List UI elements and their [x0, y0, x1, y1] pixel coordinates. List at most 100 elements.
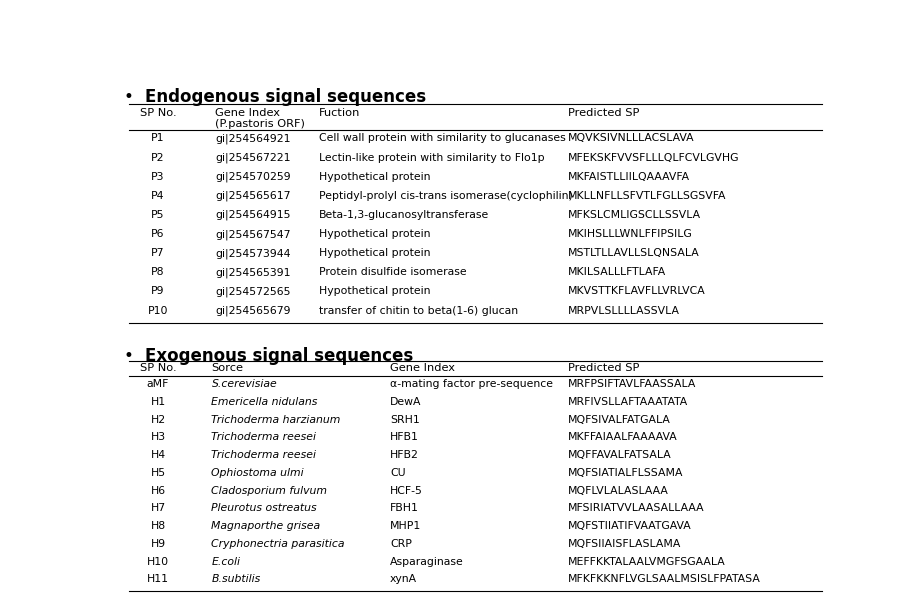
Text: MRPVLSLLLLASSVLA: MRPVLSLLLLASSVLA [568, 305, 681, 316]
Text: Hypothetical protein: Hypothetical protein [319, 248, 430, 258]
Text: MKFFAIAALFAAAAVA: MKFFAIAALFAAAAVA [568, 433, 678, 442]
Text: gi|254567547: gi|254567547 [216, 229, 290, 239]
Text: MKILSALLLFTLAFA: MKILSALLLFTLAFA [568, 267, 667, 278]
Text: MEFFKKTALAALVMGFSGAALA: MEFFKKTALAALVMGFSGAALA [568, 556, 726, 567]
Text: H1: H1 [150, 397, 166, 407]
Text: MKFAISTLLIILQAAAVFA: MKFAISTLLIILQAAAVFA [568, 171, 691, 182]
Text: H8: H8 [150, 521, 166, 531]
Text: Cladosporium fulvum: Cladosporium fulvum [212, 485, 328, 496]
Text: MHP1: MHP1 [390, 521, 421, 531]
Text: Gene Index
(P.pastoris ORF): Gene Index (P.pastoris ORF) [216, 108, 305, 129]
Text: H9: H9 [150, 539, 166, 549]
Text: FBH1: FBH1 [390, 504, 419, 513]
Text: P2: P2 [151, 153, 165, 162]
Text: HCF-5: HCF-5 [390, 485, 423, 496]
Text: H10: H10 [146, 556, 169, 567]
Text: P5: P5 [151, 210, 165, 220]
Text: MQFSIATIALFLSSAMA: MQFSIATIALFLSSAMA [568, 468, 684, 478]
Text: CU: CU [390, 468, 405, 478]
Text: P1: P1 [151, 133, 165, 144]
Text: Peptidyl-prolyl cis-trans isomerase(cyclophilin): Peptidyl-prolyl cis-trans isomerase(cycl… [319, 191, 572, 201]
Text: H4: H4 [150, 450, 166, 460]
Text: MQFFAVALFATSALA: MQFFAVALFATSALA [568, 450, 672, 460]
Text: B.subtilis: B.subtilis [212, 574, 261, 584]
Text: Hypothetical protein: Hypothetical protein [319, 229, 430, 239]
Text: P8: P8 [151, 267, 165, 278]
Text: MKIHSLLLWNLFFIPSILG: MKIHSLLLWNLFFIPSILG [568, 229, 694, 239]
Text: Magnaporthe grisea: Magnaporthe grisea [212, 521, 321, 531]
Text: gi|254564921: gi|254564921 [216, 133, 290, 144]
Text: Cryphonectria parasitica: Cryphonectria parasitica [212, 539, 345, 549]
Text: Trichoderma reesei: Trichoderma reesei [212, 450, 317, 460]
Text: P3: P3 [151, 171, 165, 182]
Text: H5: H5 [150, 468, 166, 478]
Text: transfer of chitin to beta(1-6) glucan: transfer of chitin to beta(1-6) glucan [319, 305, 518, 316]
Text: xynA: xynA [390, 574, 417, 584]
Text: gi|254573944: gi|254573944 [216, 248, 290, 259]
Text: HFB2: HFB2 [390, 450, 419, 460]
Text: aMF: aMF [146, 379, 169, 389]
Text: Pleurotus ostreatus: Pleurotus ostreatus [212, 504, 317, 513]
Text: MQFSTIIATIFVAATGAVA: MQFSTIIATIFVAATGAVA [568, 521, 692, 531]
Text: SP No.: SP No. [140, 364, 176, 373]
Text: MFKFKKNFLVGLSAALMSISLFPATASA: MFKFKKNFLVGLSAALMSISLFPATASA [568, 574, 762, 584]
Text: gi|254564915: gi|254564915 [216, 210, 290, 221]
Text: Hypothetical protein: Hypothetical protein [319, 287, 430, 296]
Text: MQFSIIAISFLASLAMA: MQFSIIAISFLASLAMA [568, 539, 682, 549]
Text: CRP: CRP [390, 539, 412, 549]
Text: MKLLNFLLSFVTLFGLLSGSVFA: MKLLNFLLSFVTLFGLLSGSVFA [568, 191, 727, 201]
Text: Asparaginase: Asparaginase [390, 556, 463, 567]
Text: Trichoderma harzianum: Trichoderma harzianum [212, 415, 341, 425]
Text: MFKSLCMLIGSCLLSSVLA: MFKSLCMLIGSCLLSSVLA [568, 210, 702, 220]
Text: S.cerevisiae: S.cerevisiae [212, 379, 277, 389]
Text: H3: H3 [150, 433, 166, 442]
Text: MFSIRIATVVLAASALLAAA: MFSIRIATVVLAASALLAAA [568, 504, 705, 513]
Text: MQVKSIVNLLLACSLAVA: MQVKSIVNLLLACSLAVA [568, 133, 695, 144]
Text: MQFLVLALASLAAA: MQFLVLALASLAAA [568, 485, 670, 496]
Text: SP No.: SP No. [140, 108, 176, 118]
Text: Predicted SP: Predicted SP [568, 364, 640, 373]
Text: gi|254572565: gi|254572565 [216, 287, 290, 297]
Text: gi|254567221: gi|254567221 [216, 153, 290, 163]
Text: Sorce: Sorce [212, 364, 243, 373]
Text: E.coli: E.coli [212, 556, 240, 567]
Text: P9: P9 [151, 287, 165, 296]
Text: Lectin-like protein with similarity to Flo1p: Lectin-like protein with similarity to F… [319, 153, 544, 162]
Text: P6: P6 [151, 229, 165, 239]
Text: MFEKSKFVVSFLLLQLFCVLGVHG: MFEKSKFVVSFLLLQLFCVLGVHG [568, 153, 740, 162]
Text: H11: H11 [147, 574, 169, 584]
Text: MRFPSIFTAVLFAASSALA: MRFPSIFTAVLFAASSALA [568, 379, 697, 389]
Text: P10: P10 [147, 305, 169, 316]
Text: H7: H7 [150, 504, 166, 513]
Text: Fuction: Fuction [319, 108, 360, 118]
Text: MKVSTTKFLAVFLLVRLVCA: MKVSTTKFLAVFLLVRLVCA [568, 287, 706, 296]
Text: Protein disulfide isomerase: Protein disulfide isomerase [319, 267, 466, 278]
Text: Endogenous signal sequences: Endogenous signal sequences [146, 88, 426, 105]
Text: MRFIVSLLAFTAAATATA: MRFIVSLLAFTAAATATA [568, 397, 689, 407]
Text: gi|254565391: gi|254565391 [216, 267, 290, 278]
Text: SRH1: SRH1 [390, 415, 420, 425]
Text: Ophiostoma ulmi: Ophiostoma ulmi [212, 468, 304, 478]
Text: Emericella nidulans: Emericella nidulans [212, 397, 318, 407]
Text: gi|254565679: gi|254565679 [216, 305, 290, 316]
Text: DewA: DewA [390, 397, 422, 407]
Text: Exogenous signal sequences: Exogenous signal sequences [146, 347, 414, 365]
Text: •: • [123, 88, 134, 105]
Text: Cell wall protein with similarity to glucanases: Cell wall protein with similarity to glu… [319, 133, 565, 144]
Text: P4: P4 [151, 191, 165, 201]
Text: gi|254570259: gi|254570259 [216, 171, 291, 182]
Text: Trichoderma reesei: Trichoderma reesei [212, 433, 317, 442]
Text: •: • [123, 347, 134, 365]
Text: Hypothetical protein: Hypothetical protein [319, 171, 430, 182]
Text: Predicted SP: Predicted SP [568, 108, 640, 118]
Text: Gene Index: Gene Index [390, 364, 455, 373]
Text: HFB1: HFB1 [390, 433, 419, 442]
Text: MSTLTLLAVLLSLQNSALA: MSTLTLLAVLLSLQNSALA [568, 248, 700, 258]
Text: H6: H6 [150, 485, 166, 496]
Text: gi|254565617: gi|254565617 [216, 191, 290, 201]
Text: P7: P7 [151, 248, 165, 258]
Text: Beta-1,3-glucanosyltransferase: Beta-1,3-glucanosyltransferase [319, 210, 489, 220]
Text: MQFSIVALFATGALA: MQFSIVALFATGALA [568, 415, 671, 425]
Text: H2: H2 [150, 415, 166, 425]
Text: α-mating factor pre-sequence: α-mating factor pre-sequence [390, 379, 553, 389]
